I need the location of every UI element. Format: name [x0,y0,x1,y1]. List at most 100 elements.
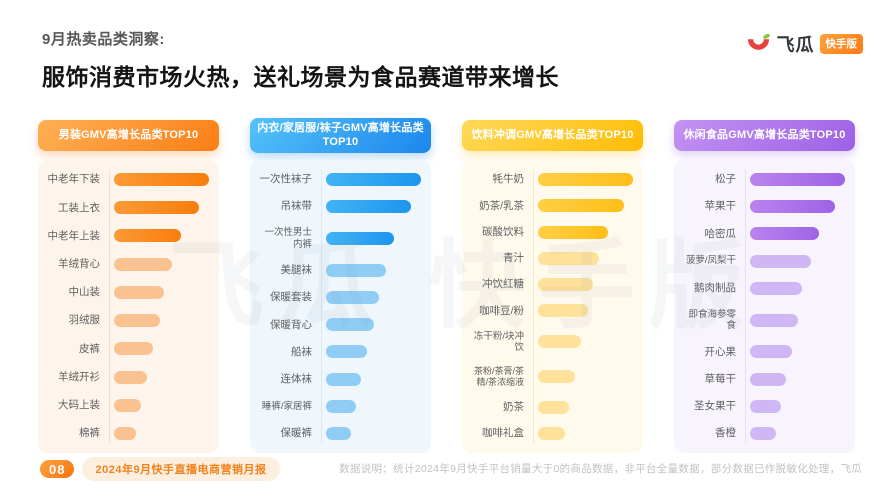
category-label: 羊绒背心 [58,257,100,270]
bar-track [532,335,633,349]
slide-header: 9月热卖品类洞察: 服饰消费市场火热，送礼场景为食品赛道带来增长 [42,28,559,92]
bar-track [744,281,845,295]
category-label: 中老年上装 [47,229,101,242]
data-disclaimer: 数据说明：统计2024年9月快手平台销量大于0的商品数据，非平台全量数据，部分数… [339,463,862,475]
panel-menswear: 男装GMV高增长品类TOP10 中老年下装工装上衣中老年上装羊绒背心中山装羽绒服… [38,112,219,453]
bar-track [532,199,633,213]
bar-track [108,342,209,356]
gmv-bar [538,370,576,384]
bar-track [320,345,421,359]
gmv-bar [750,313,799,327]
category-row: 咖啡豆/粉 [470,304,633,318]
category-row: 羽绒服 [46,314,209,328]
category-row: 鹅肉制品 [682,281,845,295]
bar-track [744,399,845,413]
category-label: 香橙 [715,427,736,440]
category-row: 保暖背心 [258,318,421,332]
category-label: 工装上衣 [58,201,100,214]
category-row: 菠萝/凤梨干 [682,254,845,268]
category-row: 一次性男士内裤 [258,227,421,250]
category-label: 咖啡礼盒 [482,427,524,440]
category-row: 吊袜带 [258,200,421,214]
bar-rows: 松子 苹果干 哈密瓜 菠萝/凤梨干 鹅肉制品 即食海参零食 开心果 草莓干 圣女果干 香橙 [682,173,845,440]
panels-container: 男装GMV高增长品类TOP10 中老年下装工装上衣中老年上装羊绒背心中山装羽绒服… [38,112,855,453]
category-label: 咖啡豆/粉 [479,304,524,317]
category-row: 保暖套装 [258,291,421,305]
gmv-bar [750,281,803,295]
gmv-bar [538,225,609,239]
bar-track [744,227,845,241]
category-label: 中老年下装 [47,173,101,186]
bar-track [532,278,633,291]
gmv-bar [538,199,624,213]
category-row: 牦牛奶 [470,173,633,186]
bar-chart: 一次性袜子 吊袜带 一次性男士内裤 美腿袜 保暖套装 保暖背心 船袜 连体袜 睡裤/家居裤 保暖裤 [250,160,431,453]
page-title: 服饰消费市场火热，送礼场景为食品赛道带来增长 [42,64,559,90]
category-label: 一次性男士内裤 [264,227,312,250]
category-label: 船袜 [291,345,312,358]
category-label: 青汁 [503,252,524,265]
category-row: 松子 [682,173,845,186]
category-label: 碳酸饮料 [482,225,524,238]
bar-rows: 牦牛奶 奶茶/乳茶 碳酸饮料 青汁 冲饮红糖 咖啡豆/粉 冻干粉/块冲饮 茶粉/茶膏/茶精/茶… [470,173,633,440]
gmv-bar [750,200,835,214]
brand-logo: 飞瓜 快手版 [745,30,863,57]
category-label: 鹅肉制品 [694,282,736,294]
category-row: 羊绒开衫 [46,370,209,384]
category-label: 冻干粉/块冲饮 [473,330,524,353]
bar-track [108,398,209,412]
bar-track [320,399,421,413]
gmv-bar [750,254,811,268]
bar-track [744,173,845,186]
category-row: 工装上衣 [46,201,209,215]
panel-header-zone: 休闲食品GMV高增长品类TOP10 [674,112,855,159]
category-label: 大码上装 [58,399,100,412]
category-label: 苹果干 [704,200,737,213]
category-label: 圣女果干 [694,400,736,413]
gmv-bar [750,426,776,440]
category-row: 船袜 [258,345,421,359]
gmv-bar [538,251,599,265]
panel-header-zone: 男装GMV高增长品类TOP10 [38,112,219,159]
bar-track [108,314,209,328]
category-label: 吊袜带 [280,200,313,213]
bar-chart: 牦牛奶 奶茶/乳茶 碳酸饮料 青汁 冲饮红糖 咖啡豆/粉 冻干粉/块冲饮 茶粉/茶膏/茶精/茶… [462,160,643,453]
gmv-bar [114,370,148,384]
category-label: 中山装 [68,286,101,299]
category-label: 松子 [715,173,736,186]
category-label: 棉裤 [79,427,100,440]
category-label: 一次性袜子 [259,173,313,186]
bar-track [744,426,845,440]
category-row: 大码上装 [46,398,209,412]
category-label: 奶茶 [503,400,524,413]
bar-track [532,304,633,318]
bar-track [744,313,845,327]
category-label: 美腿袜 [280,264,313,277]
gmv-bar [326,173,421,186]
gmv-bar [114,173,209,186]
brand-name: 飞瓜 [776,34,815,55]
panel-underwear-socks: 内衣/家居服/袜子GMV高增长品类TOP10 一次性袜子 吊袜带 一次性男士内裤 美腿… [250,112,431,453]
bar-track [744,372,845,386]
category-label: 开心果 [704,345,737,358]
category-label: 连体袜 [280,372,313,385]
category-row: 冲饮红糖 [470,278,633,291]
category-row: 睡裤/家居裤 [258,399,421,413]
gmv-bar [326,399,357,413]
gmv-bar [326,318,375,332]
gmv-bar [114,426,136,440]
gmv-bar [750,345,792,359]
gmv-bar [538,278,594,291]
gmv-bar [326,200,411,214]
category-label: 奶茶/乳茶 [479,199,524,212]
category-label: 哈密瓜 [704,227,737,240]
gmv-bar [538,400,570,414]
bar-track [108,426,209,440]
feigua-watermelon-icon [745,30,772,57]
category-row: 中老年下装 [46,173,209,186]
gmv-bar [114,285,165,299]
bar-rows: 一次性袜子 吊袜带 一次性男士内裤 美腿袜 保暖套装 保暖背心 船袜 连体袜 睡裤/家居裤 保暖裤 [258,173,421,440]
bar-track [108,229,209,243]
category-row: 美腿袜 [258,263,421,277]
